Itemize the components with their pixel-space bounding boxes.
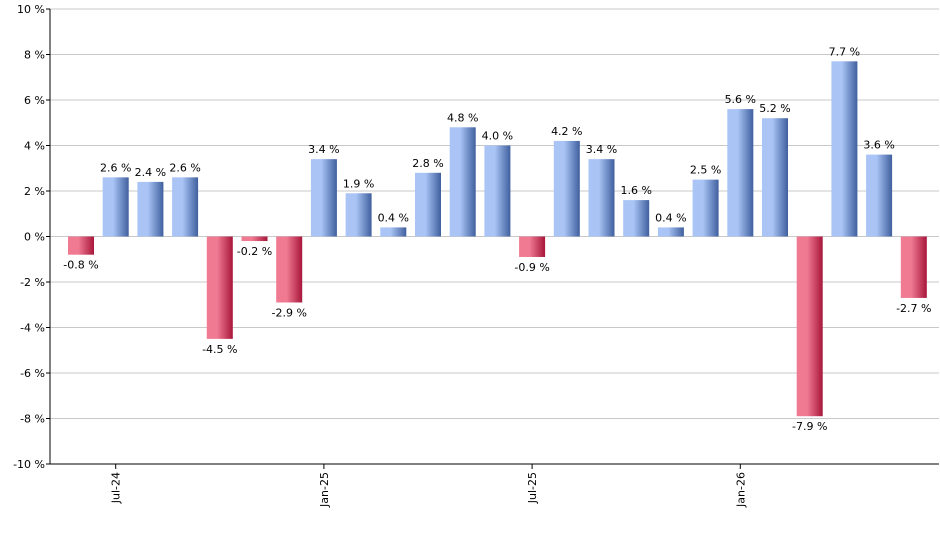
data-label: -4.5 % (202, 343, 237, 356)
data-label: -0.9 % (514, 261, 549, 274)
bar (102, 177, 129, 237)
y-tick-label: 8 % (24, 49, 45, 62)
data-label: 4.2 % (551, 125, 582, 138)
bars (68, 61, 927, 417)
data-label: -2.7 % (896, 302, 931, 315)
data-label: 0.4 % (378, 211, 409, 224)
bar (345, 193, 372, 237)
y-axis-ticks: -10 % -8 % -6 % -4 % -2 % 0 % 2 % 4 % 6 % 8 % 10 % (13, 3, 50, 471)
bar (727, 109, 754, 237)
y-tick-label: -8 % (20, 413, 45, 426)
data-label: 7.7 % (829, 45, 860, 58)
bar (866, 154, 893, 237)
bar (623, 200, 650, 237)
bar (415, 172, 441, 237)
bar (276, 236, 303, 303)
x-tick-label: Jul-25 (526, 472, 539, 504)
x-tick-label: Jan-25 (318, 472, 331, 508)
data-label: 4.0 % (482, 130, 513, 143)
bar (519, 236, 546, 257)
data-label: 3.4 % (308, 143, 339, 156)
bar (137, 181, 164, 237)
y-tick-label: 0 % (24, 231, 45, 244)
bar (762, 118, 788, 237)
data-label: -0.2 % (237, 245, 272, 258)
y-tick-label: 2 % (24, 185, 45, 198)
data-label: 0.4 % (655, 211, 686, 224)
data-label: 5.6 % (725, 93, 756, 106)
bar (831, 61, 858, 237)
data-label: 2.8 % (412, 157, 443, 170)
data-label: -7.9 % (792, 420, 827, 433)
x-tick-label: Jul-24 (110, 472, 123, 504)
data-label: 3.6 % (863, 139, 894, 152)
y-tick-label: -10 % (13, 458, 45, 471)
data-label: 3.4 % (586, 143, 617, 156)
bar (206, 236, 233, 339)
x-axis-ticks: Jul-24 Jan-25 Jul-25 Jan-26 (110, 464, 747, 508)
bar (380, 227, 407, 237)
y-tick-label: -2 % (20, 276, 45, 289)
bar (796, 236, 823, 417)
data-label: 2.5 % (690, 164, 721, 177)
data-label: 5.2 % (759, 102, 790, 115)
bar (241, 236, 268, 242)
bar (449, 127, 476, 237)
y-tick-label: -6 % (20, 367, 45, 380)
y-tick-label: -4 % (20, 322, 45, 335)
data-label: -0.8 % (63, 259, 98, 272)
data-label: 4.8 % (447, 111, 478, 124)
bar (657, 227, 684, 237)
data-label: 2.6 % (100, 161, 131, 174)
y-tick-label: 10 % (17, 3, 45, 16)
data-labels: -0.8 %2.6 % 2.4 % 2.6 %-4.5 %-0.2 %-2.9 %3… (63, 45, 931, 433)
bar (553, 140, 580, 237)
y-tick-label: 6 % (24, 94, 45, 107)
bar (484, 145, 511, 237)
data-label: 1.6 % (620, 184, 651, 197)
data-label: 2.6 % (169, 161, 200, 174)
bar (588, 159, 615, 237)
bar (68, 236, 94, 255)
x-tick-label: Jan-26 (734, 472, 747, 508)
y-tick-label: 4 % (24, 140, 45, 153)
data-label: 2.4 % (135, 166, 166, 179)
data-label: 1.9 % (343, 177, 374, 190)
bar (692, 179, 719, 237)
axes (49, 9, 939, 465)
bar (172, 177, 199, 237)
bar (310, 159, 337, 237)
data-label: -2.9 % (271, 306, 306, 319)
bar (900, 236, 927, 298)
